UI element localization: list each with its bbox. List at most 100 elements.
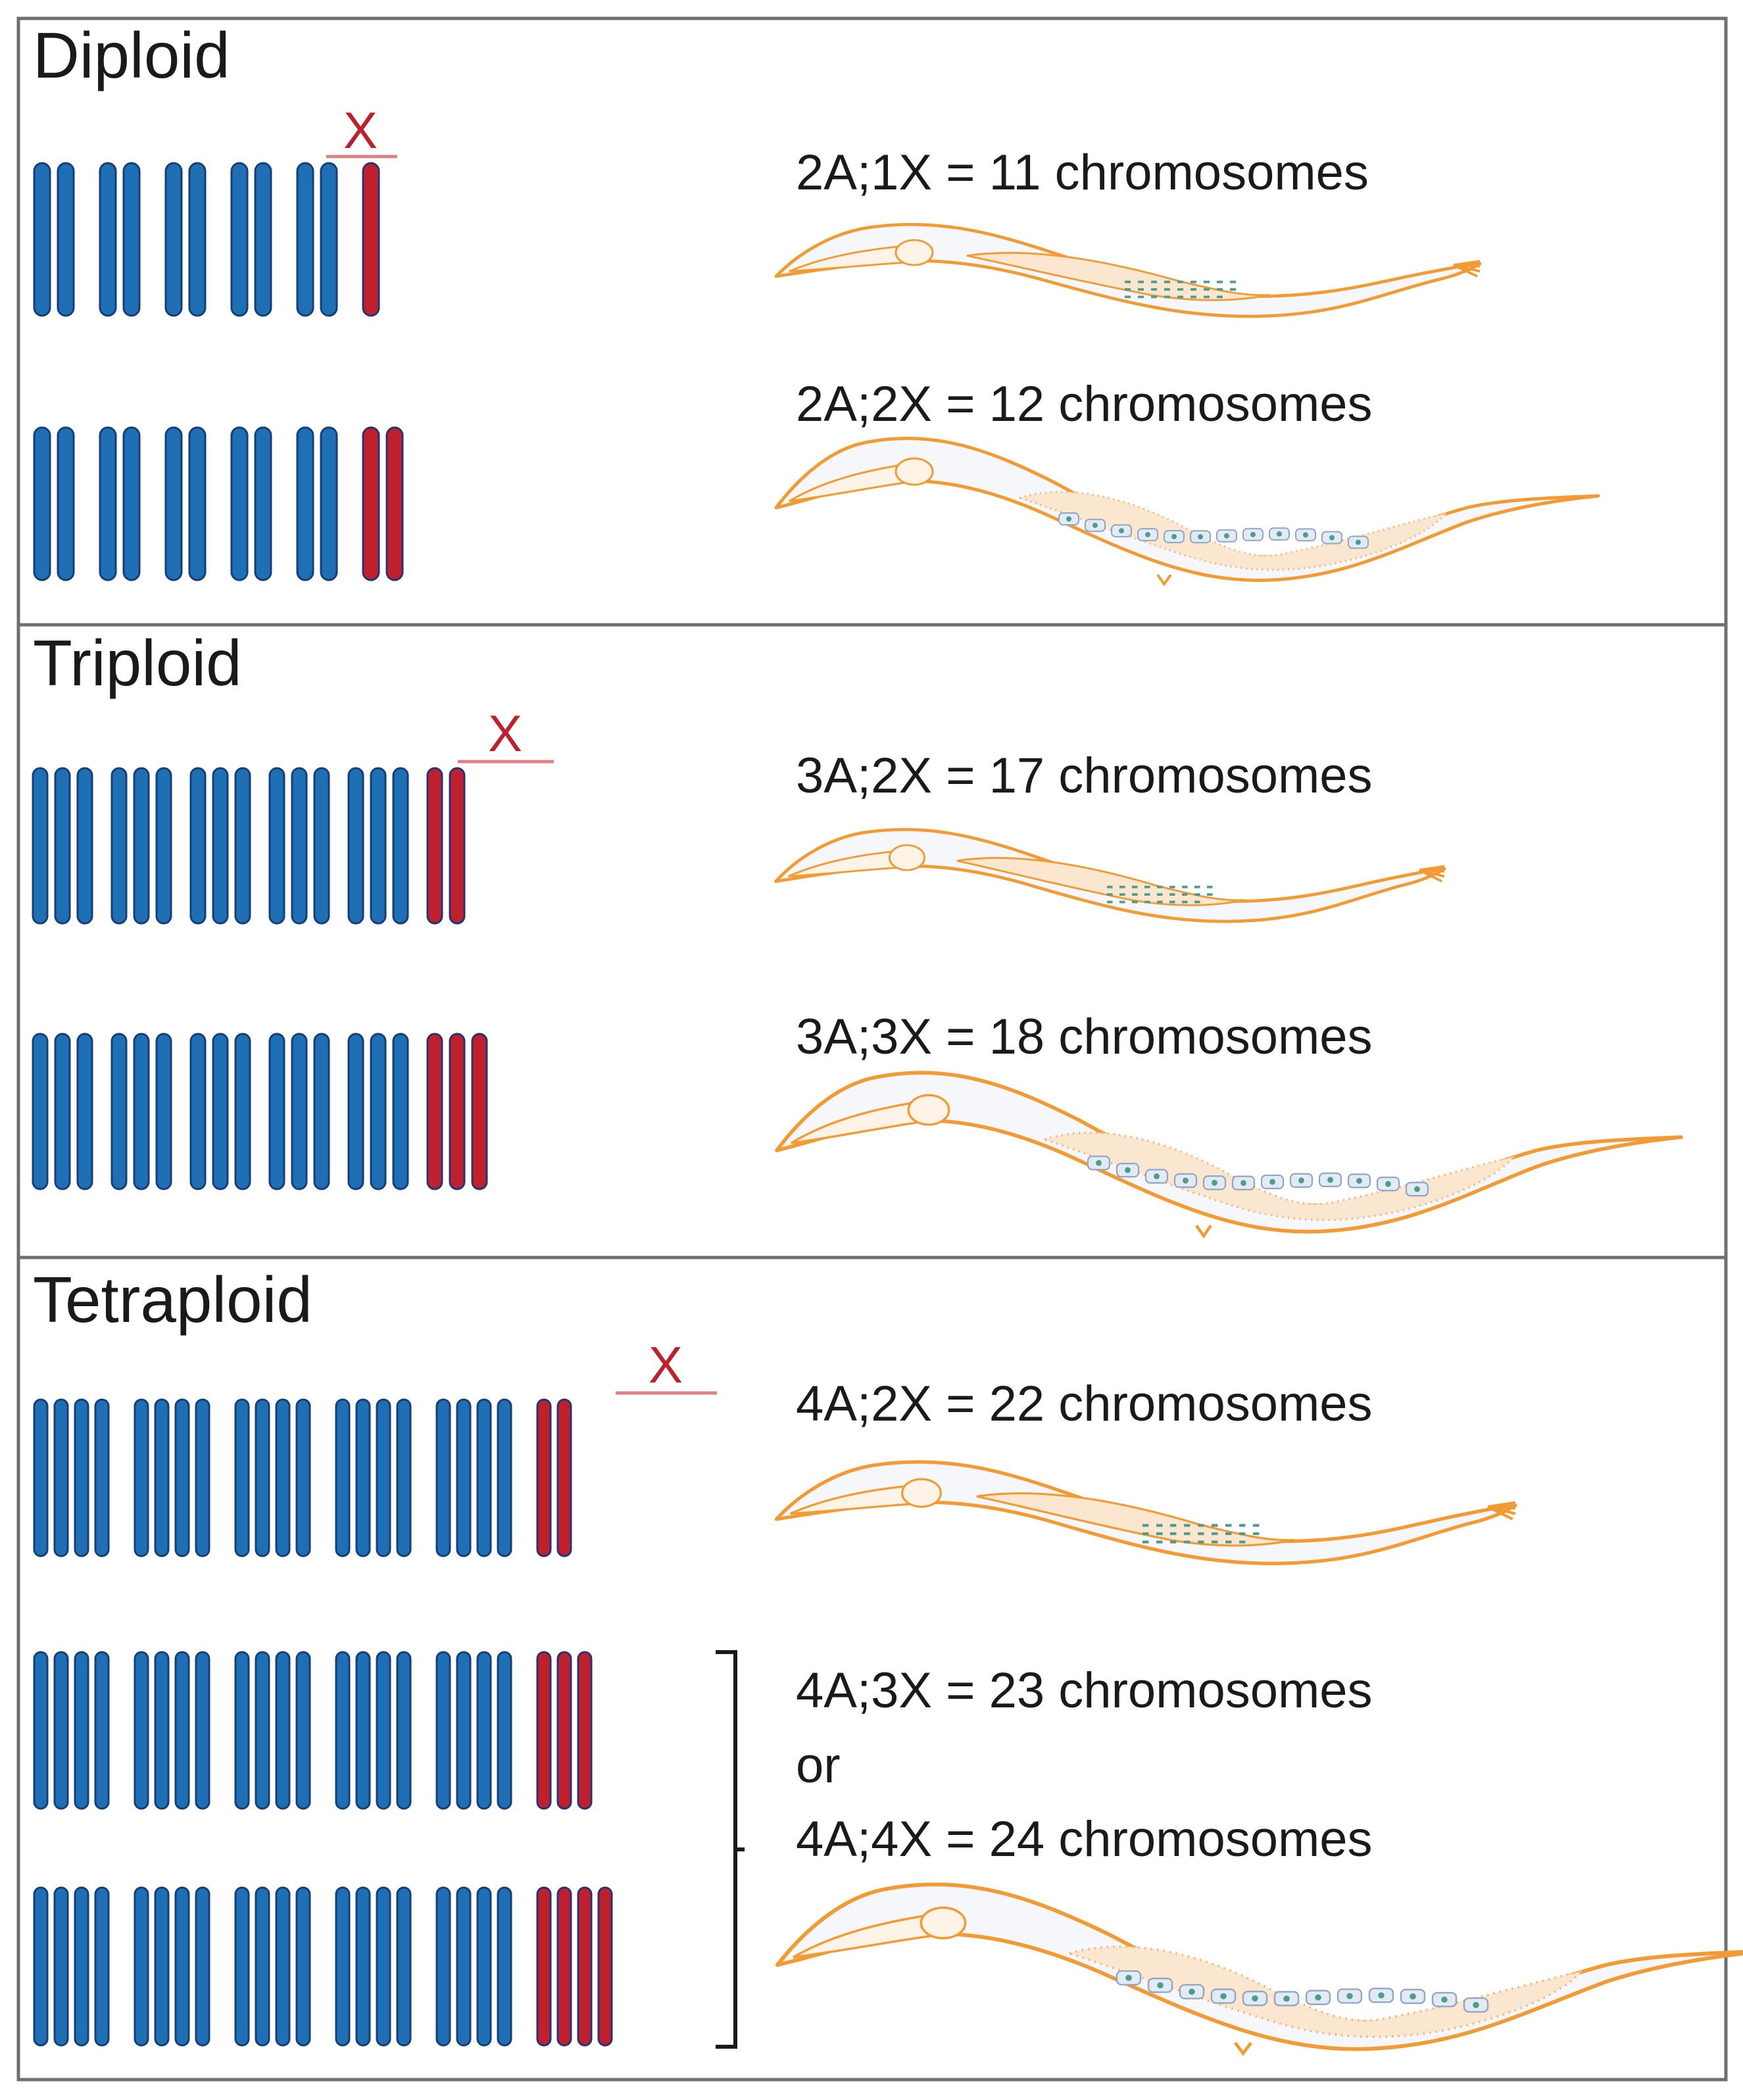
autosome <box>155 1033 172 1190</box>
sperm <box>1182 900 1188 904</box>
sperm <box>1170 1532 1177 1536</box>
worm-body <box>774 437 1600 582</box>
worm-male <box>774 827 1446 923</box>
embryo-nucleus <box>1346 1993 1353 1999</box>
autosome <box>320 426 338 581</box>
sperm <box>1194 885 1200 889</box>
x-chromosome <box>362 426 380 581</box>
sperm <box>1157 885 1163 889</box>
autosome <box>335 1398 351 1557</box>
embryo-nucleus <box>1240 1180 1246 1186</box>
sperm <box>1198 1524 1204 1527</box>
embryos <box>1058 512 1369 549</box>
embryo-nucleus <box>1092 522 1098 528</box>
worm-body <box>774 1460 1517 1565</box>
autosome <box>355 1886 371 2047</box>
autosome <box>212 767 229 925</box>
sperm <box>1132 885 1138 889</box>
autosome <box>291 767 308 925</box>
autosome <box>275 1398 291 1557</box>
pharynx-bulb <box>901 1478 942 1508</box>
sperm <box>1132 893 1138 896</box>
grouped-label-4A-4X: 4A;4X = 24 chromosomes <box>796 1811 1373 1867</box>
worm-hermaphrodite <box>774 437 1600 587</box>
vulva <box>1234 2041 1252 2057</box>
autosome <box>268 1033 285 1190</box>
sperm <box>1156 1524 1163 1527</box>
autosome <box>355 1651 371 1810</box>
x-chromosome <box>426 1033 443 1190</box>
karyotype-label: 3A;3X = 18 chromosomes <box>796 1009 1373 1065</box>
autosome <box>154 1651 170 1810</box>
autosome <box>476 1886 492 2047</box>
embryo-nucleus <box>1096 1160 1102 1166</box>
embryo-nucleus <box>1315 1994 1321 2001</box>
sperm-cluster <box>1125 280 1236 299</box>
autosome <box>74 1398 89 1557</box>
worm-body <box>775 1071 1683 1234</box>
embryos <box>1116 1970 1489 2013</box>
autosome <box>295 1651 311 1810</box>
embryo-nucleus <box>1198 534 1203 540</box>
grouped-label-4A-3X: 4A;3X = 23 chromosomes <box>796 1663 1373 1719</box>
sperm <box>1198 1532 1204 1536</box>
sperm <box>1119 900 1125 904</box>
embryo-nucleus <box>1066 516 1071 522</box>
autosome <box>174 1398 190 1557</box>
sperm <box>1217 280 1223 283</box>
autosome <box>370 1033 387 1190</box>
sperm <box>1204 280 1210 283</box>
karyotype-3A-2X <box>32 767 466 925</box>
embryo-nucleus <box>1277 531 1282 537</box>
autosome <box>74 1886 89 2047</box>
sperm <box>1217 295 1223 299</box>
panel-diploid: Diploid X 2A;1X = 11 chromosomes 2A;2X =… <box>16 16 1728 627</box>
sperm <box>1164 295 1170 299</box>
sperm <box>1204 288 1210 291</box>
male-tail-fan <box>1487 1501 1516 1521</box>
x-chromosome <box>556 1886 572 2047</box>
autosome <box>497 1398 512 1557</box>
x-marker: X <box>616 1336 717 1395</box>
worm-hermaphrodite <box>775 1071 1683 1238</box>
worm-hermaphrodite <box>775 1882 1743 2057</box>
autosome <box>435 1886 451 2047</box>
gonad <box>1041 1131 1519 1221</box>
x-marker-label: X <box>488 704 522 762</box>
sperm <box>1144 885 1150 889</box>
embryos <box>1087 1156 1429 1197</box>
sperm <box>1230 288 1236 291</box>
embryo-nucleus <box>1356 539 1361 545</box>
embryo-nucleus <box>1298 1177 1304 1184</box>
autosome <box>33 1651 49 1810</box>
autosome <box>396 1651 412 1810</box>
autosome <box>122 426 141 581</box>
sperm <box>1212 1532 1218 1536</box>
sperm <box>1151 295 1157 299</box>
autosome <box>355 1398 371 1557</box>
grouped-label-or: or <box>796 1738 841 1794</box>
sperm <box>1182 885 1188 889</box>
sperm <box>1157 893 1163 896</box>
sperm <box>1119 885 1125 889</box>
sperm <box>1170 1540 1177 1544</box>
autosome <box>370 767 387 925</box>
sperm <box>1156 1532 1163 1536</box>
x-chromosome <box>556 1398 572 1557</box>
autosome <box>74 1651 89 1810</box>
embryo-nucleus <box>1119 528 1124 534</box>
x-chromosome <box>577 1886 593 2047</box>
sperm <box>1177 288 1183 291</box>
embryo-nucleus <box>1473 2001 1479 2009</box>
autosome <box>33 1886 49 2047</box>
autosome <box>476 1398 492 1557</box>
autosome <box>255 1886 270 2047</box>
embryo-nucleus <box>1441 1996 1448 2003</box>
x-chromosome <box>362 162 380 317</box>
pharynx-bulb <box>895 457 934 486</box>
autosome <box>230 162 249 317</box>
autosome <box>234 1398 250 1557</box>
sperm <box>1144 900 1150 904</box>
embryo-nucleus <box>1189 1988 1195 1995</box>
autosome <box>347 767 364 925</box>
